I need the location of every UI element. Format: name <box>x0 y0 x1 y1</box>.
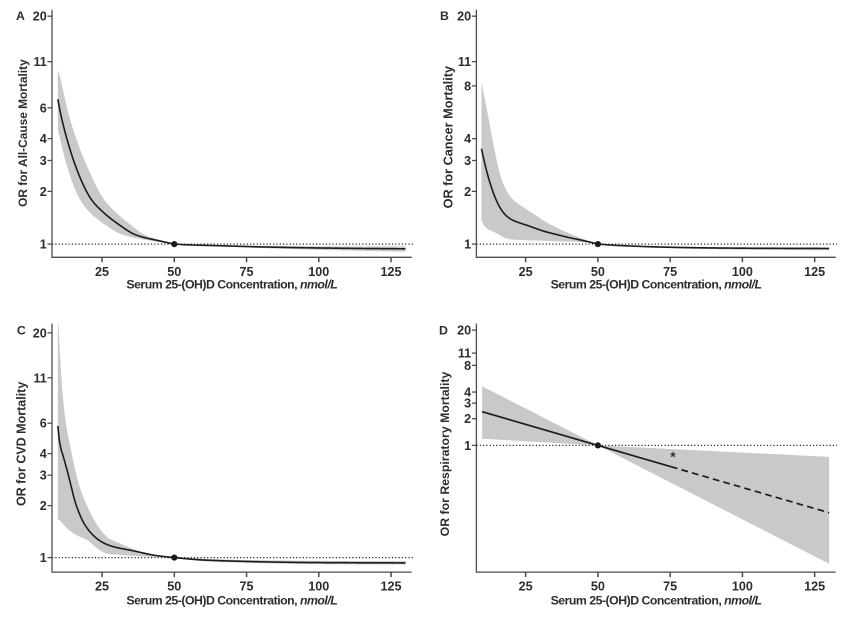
svg-text:4: 4 <box>40 447 47 461</box>
svg-text:Serum 25-(OH)D Concentration,: Serum 25-(OH)D Concentration, nmol/L <box>126 278 337 292</box>
svg-text:OR for All-Cause Mortality: OR for All-Cause Mortality <box>16 59 30 207</box>
svg-text:4: 4 <box>464 386 471 400</box>
svg-text:75: 75 <box>663 580 677 594</box>
svg-text:11: 11 <box>458 55 471 69</box>
svg-text:25: 25 <box>519 580 533 594</box>
svg-text:20: 20 <box>33 326 47 340</box>
svg-text:20: 20 <box>457 324 471 338</box>
svg-text:6: 6 <box>40 417 47 431</box>
svg-text:D: D <box>439 324 448 338</box>
svg-text:2: 2 <box>40 185 47 199</box>
svg-text:8: 8 <box>464 359 471 373</box>
svg-text:1: 1 <box>40 551 47 565</box>
svg-text:125: 125 <box>804 580 825 594</box>
svg-text:2: 2 <box>464 185 471 199</box>
svg-text:OR for CVD Mortality: OR for CVD Mortality <box>15 382 29 506</box>
svg-text:50: 50 <box>591 265 605 279</box>
svg-text:4: 4 <box>40 132 47 146</box>
svg-text:25: 25 <box>519 265 533 279</box>
svg-text:1: 1 <box>40 238 47 252</box>
svg-text:6: 6 <box>40 101 47 115</box>
svg-text:Serum 25-(OH)D Concentration,: Serum 25-(OH)D Concentration, nmol/L <box>551 593 762 607</box>
svg-text:3: 3 <box>40 469 47 483</box>
svg-text:1: 1 <box>464 238 471 252</box>
svg-text:125: 125 <box>381 580 402 594</box>
svg-text:*: * <box>670 450 676 465</box>
svg-text:100: 100 <box>732 580 753 594</box>
svg-text:75: 75 <box>663 265 677 279</box>
svg-text:75: 75 <box>240 265 254 279</box>
svg-text:2: 2 <box>464 412 471 426</box>
svg-text:25: 25 <box>95 265 109 279</box>
svg-text:OR for Cancer Mortality: OR for Cancer Mortality <box>442 66 456 208</box>
svg-text:100: 100 <box>308 580 329 594</box>
svg-text:Serum 25-(OH)D Concentration,: Serum 25-(OH)D Concentration, nmol/L <box>551 278 762 292</box>
svg-text:3: 3 <box>464 154 471 168</box>
svg-text:100: 100 <box>732 265 753 279</box>
svg-text:3: 3 <box>40 154 47 168</box>
svg-text:8: 8 <box>464 79 471 93</box>
svg-text:125: 125 <box>804 265 825 279</box>
svg-text:OR for Respiratory Mortality: OR for Respiratory Mortality <box>438 372 452 537</box>
svg-text:A: A <box>16 9 25 23</box>
svg-text:100: 100 <box>308 265 329 279</box>
svg-text:11: 11 <box>33 55 46 69</box>
svg-text:11: 11 <box>33 371 46 385</box>
svg-text:50: 50 <box>167 580 181 594</box>
svg-text:75: 75 <box>240 580 254 594</box>
svg-text:4: 4 <box>464 132 471 146</box>
svg-text:3: 3 <box>464 397 471 411</box>
svg-text:2: 2 <box>40 499 47 513</box>
svg-text:125: 125 <box>381 265 402 279</box>
svg-text:C: C <box>17 324 26 338</box>
svg-text:20: 20 <box>33 10 47 24</box>
svg-text:20: 20 <box>457 10 471 24</box>
svg-text:25: 25 <box>95 580 109 594</box>
svg-text:50: 50 <box>591 580 605 594</box>
svg-text:11: 11 <box>458 347 471 361</box>
svg-text:B: B <box>440 9 449 23</box>
svg-text:Serum 25-(OH)D Concentration,: Serum 25-(OH)D Concentration, nmol/L <box>126 593 337 607</box>
svg-text:1: 1 <box>464 439 471 453</box>
svg-text:50: 50 <box>167 265 181 279</box>
